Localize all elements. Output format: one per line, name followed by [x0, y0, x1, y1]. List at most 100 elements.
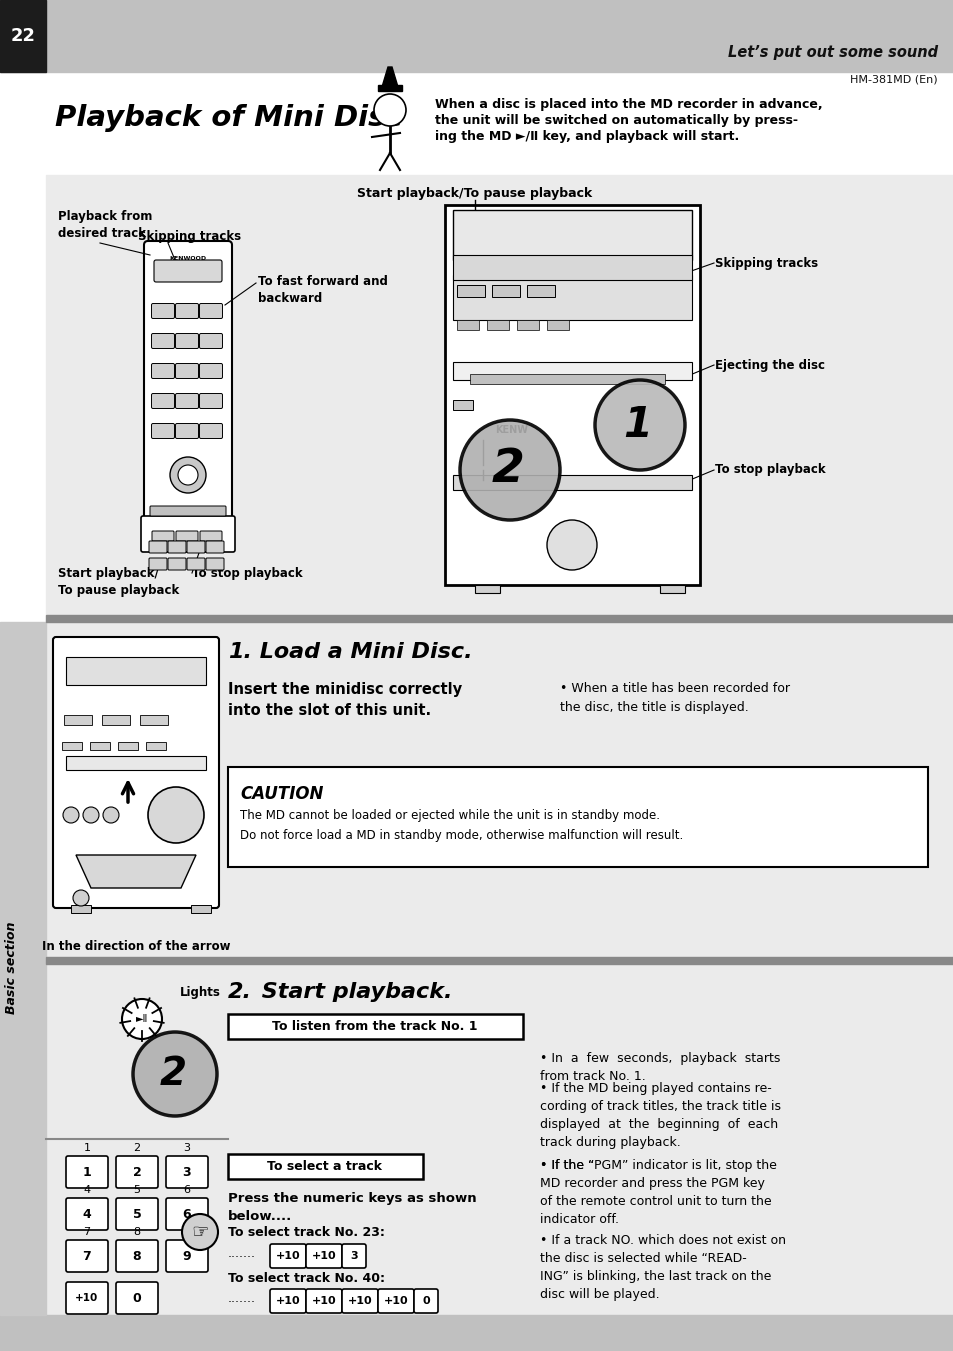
Text: 0: 0 — [422, 1296, 430, 1306]
Text: .......: ....... — [228, 1247, 255, 1260]
FancyBboxPatch shape — [175, 363, 198, 378]
Text: 5: 5 — [132, 1208, 141, 1220]
Bar — [118, 742, 138, 750]
Circle shape — [182, 1215, 218, 1250]
FancyBboxPatch shape — [199, 393, 222, 408]
Text: Lights: Lights — [180, 986, 221, 998]
Text: Start playback.: Start playback. — [253, 982, 452, 1002]
Bar — [453, 400, 473, 409]
Text: To stop playback: To stop playback — [714, 463, 824, 477]
FancyBboxPatch shape — [206, 558, 224, 570]
Text: 1.: 1. — [228, 642, 252, 662]
Text: 2.: 2. — [228, 982, 252, 1002]
Text: Let’s put out some sound: Let’s put out some sound — [727, 45, 937, 59]
Bar — [0, 0, 46, 72]
FancyBboxPatch shape — [116, 1156, 158, 1188]
Text: 3: 3 — [182, 1166, 192, 1178]
Text: Skipping tracks: Skipping tracks — [714, 257, 818, 269]
Bar — [0, 0, 953, 72]
Text: • If the MD being played contains re-
cording of track titles, the track title i: • If the MD being played contains re- co… — [539, 1082, 781, 1148]
Circle shape — [122, 998, 162, 1039]
FancyBboxPatch shape — [152, 393, 174, 408]
FancyBboxPatch shape — [377, 1289, 414, 1313]
Bar — [659, 585, 684, 593]
Text: To listen from the track No. 1: To listen from the track No. 1 — [272, 1020, 477, 1034]
Circle shape — [103, 807, 119, 823]
FancyBboxPatch shape — [152, 304, 174, 319]
Circle shape — [374, 95, 406, 126]
FancyBboxPatch shape — [341, 1289, 377, 1313]
Text: The MD cannot be loaded or ejected while the unit is in standby mode.
Do not for: The MD cannot be loaded or ejected while… — [240, 809, 682, 842]
FancyBboxPatch shape — [175, 304, 198, 319]
Text: 6: 6 — [182, 1208, 192, 1220]
Bar — [62, 742, 82, 750]
Polygon shape — [76, 855, 195, 888]
Text: 8: 8 — [133, 1227, 140, 1238]
Text: • If the “PGM” indicator is lit, stop the
MD recorder and press the PGM key
of t: • If the “PGM” indicator is lit, stop th… — [539, 1159, 776, 1225]
Text: Skipping tracks: Skipping tracks — [138, 230, 241, 243]
FancyBboxPatch shape — [306, 1244, 341, 1269]
Text: 9: 9 — [182, 1250, 192, 1262]
FancyBboxPatch shape — [152, 423, 174, 439]
Text: 7: 7 — [83, 1250, 91, 1262]
Bar — [228, 1154, 422, 1179]
FancyBboxPatch shape — [199, 334, 222, 349]
FancyBboxPatch shape — [166, 1156, 208, 1188]
Circle shape — [83, 807, 99, 823]
Text: To select track No. 40:: To select track No. 40: — [228, 1273, 385, 1285]
FancyBboxPatch shape — [341, 1244, 366, 1269]
Bar — [456, 285, 484, 297]
Circle shape — [459, 420, 559, 520]
Circle shape — [178, 465, 198, 485]
Text: Basic section: Basic section — [6, 921, 18, 1015]
FancyBboxPatch shape — [175, 334, 198, 349]
Bar — [0, 1315, 953, 1351]
FancyBboxPatch shape — [199, 363, 222, 378]
FancyBboxPatch shape — [175, 393, 198, 408]
Text: Start playback/
To pause playback: Start playback/ To pause playback — [58, 567, 179, 597]
Text: ☞: ☞ — [191, 1223, 209, 1242]
Text: 2: 2 — [159, 1055, 186, 1093]
FancyBboxPatch shape — [206, 540, 224, 553]
Bar — [453, 209, 691, 259]
Bar — [146, 742, 166, 750]
Text: .......: ....... — [228, 1292, 255, 1305]
FancyBboxPatch shape — [66, 1156, 108, 1188]
FancyBboxPatch shape — [116, 1282, 158, 1315]
Bar — [46, 965, 953, 1315]
FancyBboxPatch shape — [153, 259, 222, 282]
Bar — [140, 715, 168, 725]
Bar — [453, 255, 691, 280]
Circle shape — [63, 807, 79, 823]
Text: 8: 8 — [132, 1250, 141, 1262]
Text: +10: +10 — [383, 1296, 408, 1306]
FancyBboxPatch shape — [66, 1240, 108, 1273]
Text: 1: 1 — [623, 404, 652, 446]
Bar — [470, 374, 664, 384]
Text: 4: 4 — [83, 1185, 91, 1196]
FancyBboxPatch shape — [152, 531, 173, 540]
Text: Start playback/To pause playback: Start playback/To pause playback — [357, 186, 592, 200]
Text: 22: 22 — [10, 27, 35, 45]
Text: 2: 2 — [491, 447, 524, 493]
FancyBboxPatch shape — [116, 1198, 158, 1229]
Polygon shape — [381, 68, 397, 86]
FancyBboxPatch shape — [141, 516, 234, 553]
FancyBboxPatch shape — [152, 334, 174, 349]
Text: Press the numeric keys as shown
below....: Press the numeric keys as shown below...… — [228, 1192, 476, 1223]
FancyBboxPatch shape — [66, 1198, 108, 1229]
Text: Insert the minidisc correctly
into the slot of this unit.: Insert the minidisc correctly into the s… — [228, 682, 461, 717]
Bar — [517, 320, 538, 330]
Text: To select track No. 23:: To select track No. 23: — [228, 1225, 384, 1239]
Text: To select a track: To select a track — [267, 1161, 382, 1174]
Text: • If the “: • If the “ — [539, 1159, 594, 1173]
Text: Ejecting the disc: Ejecting the disc — [714, 358, 824, 372]
Bar — [71, 905, 91, 913]
Circle shape — [73, 890, 89, 907]
Text: +10: +10 — [347, 1296, 372, 1306]
Circle shape — [148, 788, 204, 843]
Bar — [102, 715, 130, 725]
FancyBboxPatch shape — [150, 507, 226, 516]
Text: 1: 1 — [83, 1166, 91, 1178]
Circle shape — [546, 520, 597, 570]
